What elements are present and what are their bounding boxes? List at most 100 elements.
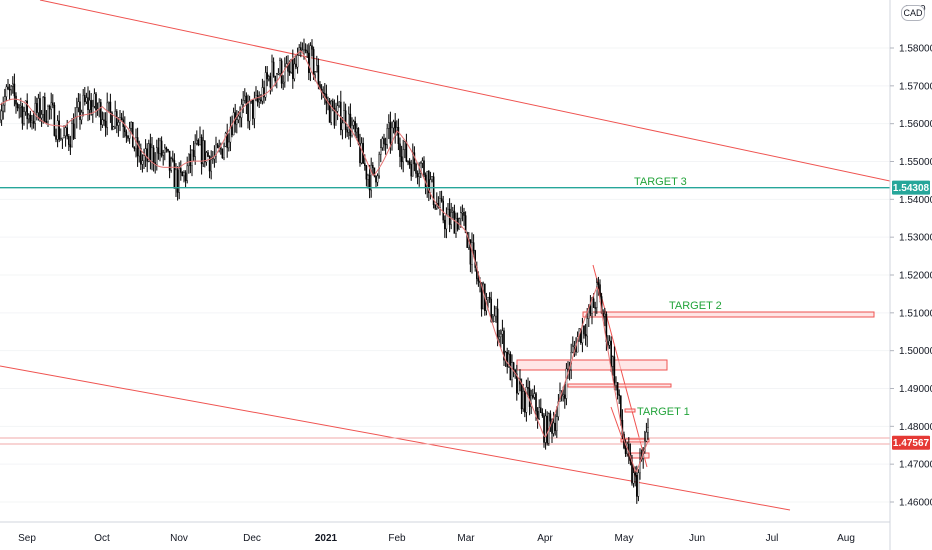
candle-body <box>216 144 219 148</box>
candle-body <box>400 156 403 163</box>
candle-body <box>616 382 619 395</box>
candle-body <box>500 333 502 338</box>
candle-body <box>349 113 352 136</box>
candle-body <box>152 147 155 163</box>
candle-body <box>343 110 345 124</box>
candle-body <box>83 95 86 102</box>
candle-body <box>245 95 248 105</box>
candle-body <box>332 100 334 109</box>
candle-body <box>389 122 392 144</box>
candle-body <box>634 472 636 476</box>
candle-body <box>388 122 390 129</box>
candle-body <box>567 368 569 371</box>
candle-body <box>205 152 208 163</box>
candle-body <box>114 111 116 128</box>
target-3-price-badge[interactable]: 1.54308 <box>892 180 930 195</box>
candle-body <box>368 175 371 191</box>
target-2-zone[interactable] <box>582 311 875 318</box>
candle-body <box>359 143 361 164</box>
candle-body <box>564 394 566 399</box>
candle-body <box>187 153 190 167</box>
candle-body <box>141 160 144 165</box>
candle-body <box>58 120 60 140</box>
candle-body <box>106 102 108 128</box>
x-tick-label: Sep <box>18 533 36 544</box>
current-price-badge-text: 1.47567 <box>893 438 930 449</box>
candle-body <box>572 346 574 353</box>
candle-body <box>55 135 57 140</box>
candle-body <box>378 154 381 177</box>
candle-body <box>40 114 43 119</box>
candle-body <box>612 356 614 367</box>
candle-body <box>64 127 67 136</box>
candle-body <box>109 101 112 113</box>
candle-body <box>79 101 81 120</box>
candle-body <box>397 127 400 144</box>
candle-body <box>237 116 240 120</box>
candle-body <box>376 175 379 183</box>
candle-body <box>71 123 73 148</box>
candle-body <box>133 147 136 149</box>
candle-body <box>543 415 545 443</box>
candle-body <box>538 407 540 420</box>
candle-body <box>168 150 171 171</box>
current-price-badge[interactable]: 1.47567 <box>892 435 930 450</box>
candle-body <box>589 306 592 314</box>
candle-body <box>239 116 241 118</box>
candle-body <box>432 176 435 205</box>
candle-body <box>61 137 64 140</box>
target-3-price-badge-bg <box>892 180 930 195</box>
channel-upper-line[interactable] <box>39 0 891 182</box>
target-1-zone[interactable] <box>624 408 636 413</box>
candle-body <box>584 333 587 337</box>
candle-body <box>421 160 424 164</box>
candle-body <box>221 148 224 159</box>
candle-body <box>101 119 104 125</box>
candle-body <box>644 440 646 452</box>
candle-body <box>224 133 227 147</box>
candle-body <box>202 140 205 165</box>
candle-body <box>370 165 373 191</box>
candle-body <box>194 142 197 157</box>
candle-body <box>248 100 251 122</box>
y-tick-label: 1.53000 <box>899 233 932 244</box>
x-tick-label: Jun <box>689 533 705 544</box>
candle-body <box>20 105 22 108</box>
candle-body <box>280 60 283 84</box>
candle-body <box>618 394 620 397</box>
candle-body <box>104 120 107 128</box>
candle-body <box>31 120 33 123</box>
candle-body <box>139 148 142 165</box>
candle-body <box>573 345 576 347</box>
candle-body <box>303 49 305 51</box>
candle-body <box>3 96 6 106</box>
candle-body <box>360 143 363 164</box>
current-price-badge-bg <box>892 435 930 450</box>
candle-body <box>160 140 163 156</box>
candle-body <box>29 114 32 123</box>
currency-badge[interactable]: CAD <box>901 5 925 21</box>
candle-body <box>99 102 102 125</box>
candle-body <box>18 107 21 109</box>
candle-body <box>91 106 94 115</box>
candle-body <box>412 152 414 177</box>
candle-body <box>461 212 464 214</box>
y-tick-label: 1.52000 <box>899 271 932 282</box>
candle-body <box>418 173 421 177</box>
candle-body <box>314 71 317 76</box>
candle-body <box>367 175 369 180</box>
resistance-zones <box>0 311 890 459</box>
resistance-zone-lower[interactable] <box>567 383 672 388</box>
candle-body <box>380 147 382 155</box>
candle-body <box>464 215 467 234</box>
candle-body <box>384 143 387 146</box>
candle-body <box>178 168 181 193</box>
candle-body <box>0 110 3 121</box>
candle-body <box>434 204 437 209</box>
resistance-zone-upper[interactable] <box>516 359 668 371</box>
candle-body <box>235 119 238 125</box>
support-zone[interactable] <box>620 438 650 443</box>
candle-body <box>607 341 609 346</box>
candle-body <box>444 219 446 230</box>
